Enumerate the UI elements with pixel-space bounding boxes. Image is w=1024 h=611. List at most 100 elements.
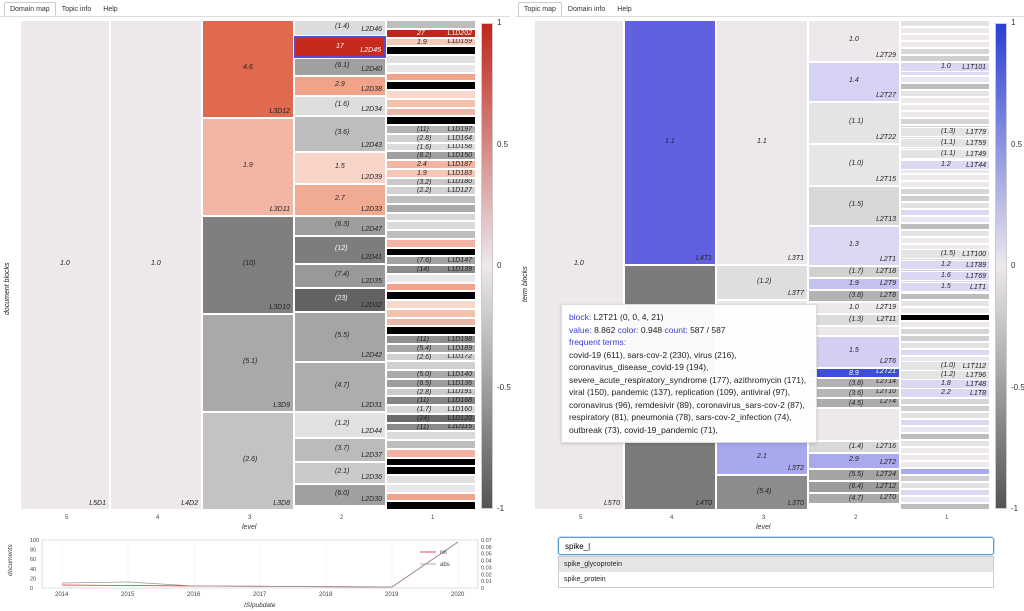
level1-block[interactable] xyxy=(386,440,476,449)
level1-term-block[interactable] xyxy=(900,503,990,510)
block-cell[interactable]: (3.8) L2T8 xyxy=(808,290,900,302)
block-cell[interactable]: (4.7) L2T0 xyxy=(808,493,900,504)
level1-term-block[interactable] xyxy=(900,83,990,90)
level1-block[interactable] xyxy=(386,81,476,90)
block-cell[interactable]: 1.0 L2T29 xyxy=(808,20,900,62)
block-cell[interactable]: 1.1 L3T1 xyxy=(716,20,808,265)
level1-labeled-block[interactable]: (14) L1D139 xyxy=(386,265,476,274)
block-cell[interactable]: 1.5 L2T6 xyxy=(808,336,900,368)
block-cell[interactable]: 17 L2D45 xyxy=(294,36,386,58)
level1-term-block[interactable] xyxy=(900,454,990,461)
block-cell[interactable]: (3.8) L2T14 xyxy=(808,378,900,388)
level1-term-block[interactable] xyxy=(900,328,990,335)
block-cell[interactable]: 1.9 L2T9 xyxy=(808,278,900,290)
level1-term-block[interactable] xyxy=(900,335,990,342)
level1-term-block[interactable] xyxy=(900,398,990,405)
block-cell[interactable]: 1.4 L2T27 xyxy=(808,62,900,102)
level1-block[interactable] xyxy=(386,317,476,327)
level1-term-block[interactable] xyxy=(900,489,990,496)
level1-term-block[interactable] xyxy=(900,216,990,223)
block-cell[interactable]: (5.5) L2T24 xyxy=(808,469,900,481)
level1-term-block[interactable] xyxy=(900,293,990,300)
level1-labeled-block[interactable]: (11) L1D168 xyxy=(386,396,476,405)
level1-labeled-block[interactable]: (11) L1D115 xyxy=(386,422,476,432)
level1-block[interactable] xyxy=(386,20,476,29)
level1-term-block[interactable] xyxy=(900,482,990,489)
block-cell[interactable]: (6.3) L2D47 xyxy=(294,216,386,236)
tab-help-right[interactable]: Help xyxy=(617,6,632,13)
level1-term-block[interactable] xyxy=(900,202,990,209)
block-cell[interactable]: (6.4) L2T12 xyxy=(808,481,900,493)
level1-block[interactable] xyxy=(386,308,476,318)
block-cell[interactable]: 1.5 L2D39 xyxy=(294,152,386,184)
level1-term-block[interactable] xyxy=(900,342,990,349)
level1-labeled-block[interactable]: (24) L1D120 xyxy=(386,413,476,423)
level1-block[interactable] xyxy=(386,273,476,283)
block-cell[interactable]: (5.1) L3D9 xyxy=(202,314,294,412)
block-cell[interactable]: (23) L2D32 xyxy=(294,288,386,312)
block-cell[interactable]: (1.5) L2T13 xyxy=(808,186,900,226)
level1-labeled-block[interactable]: (2.8) L1D164 xyxy=(386,133,476,143)
block-cell[interactable]: 2.9 L2T2 xyxy=(808,453,900,469)
block-cell[interactable]: (7.4) L2D35 xyxy=(294,264,386,288)
block-cell[interactable]: (3.6) L2D43 xyxy=(294,116,386,152)
level1-block[interactable] xyxy=(386,475,476,484)
block-cell[interactable]: 2.7 L2D33 xyxy=(294,184,386,216)
level1-term-block[interactable] xyxy=(900,419,990,426)
level1-labeled-term[interactable]: (1.1) L1T59 xyxy=(900,138,990,148)
level1-term-block[interactable] xyxy=(900,111,990,118)
block-cell[interactable]: 1.0 L5D1 xyxy=(20,20,110,510)
block-cell[interactable]: 1.9 L3D11 xyxy=(202,118,294,216)
level1-labeled-term[interactable]: 1.5 L1T1 xyxy=(900,282,990,292)
block-cell[interactable]: (1.6) L2D34 xyxy=(294,96,386,116)
block-cell[interactable]: (6.1) L2D40 xyxy=(294,58,386,76)
level1-block[interactable] xyxy=(386,107,476,117)
tab-domain-map[interactable]: Domain map xyxy=(4,2,56,16)
level1-labeled-block[interactable]: (5.0) L1D140 xyxy=(386,370,476,379)
level1-labeled-block[interactable]: (5.4) L1D189 xyxy=(386,343,476,353)
block-cell[interactable]: (2.6) L3D8 xyxy=(202,412,294,510)
level1-term-block[interactable] xyxy=(900,461,990,468)
block-cell[interactable]: (12) L2D41 xyxy=(294,236,386,264)
level1-term-block[interactable] xyxy=(900,97,990,104)
level1-labeled-block[interactable]: (3.2) L1D180 xyxy=(386,177,476,187)
level1-term-block[interactable] xyxy=(900,41,990,48)
level1-block[interactable] xyxy=(386,431,476,440)
block-cell[interactable]: 1.0 L2T19 xyxy=(808,302,900,314)
block-cell[interactable]: (3.7) L2D37 xyxy=(294,438,386,462)
level1-term-block[interactable] xyxy=(900,426,990,433)
level1-block[interactable] xyxy=(386,492,476,502)
level1-labeled-block[interactable]: (7.6) L1D147 xyxy=(386,256,476,265)
level1-labeled-block[interactable]: (1.6) L1D158 xyxy=(386,142,476,152)
block-cell[interactable]: 1.0 L4D2 xyxy=(110,20,202,510)
level1-labeled-block[interactable]: (1.7) L1D160 xyxy=(386,405,476,414)
level1-block[interactable] xyxy=(386,221,476,230)
level1-labeled-block[interactable]: (11) L1D197 xyxy=(386,125,476,134)
block-cell[interactable]: (1.4) L2T16 xyxy=(808,441,900,453)
block-cell[interactable]: (1.2) L3T7 xyxy=(716,265,808,300)
suggestion-item[interactable]: spike_glycoprotein xyxy=(559,557,993,572)
block-cell[interactable]: 2.1 L3T2 xyxy=(716,440,808,475)
level1-term-block[interactable] xyxy=(900,55,990,62)
level1-term-block[interactable] xyxy=(900,20,990,27)
term-search-input[interactable] xyxy=(558,537,994,555)
level1-term-block[interactable] xyxy=(900,188,990,195)
block-cell[interactable]: (2.1) L2D36 xyxy=(294,462,386,484)
level1-block[interactable] xyxy=(386,326,476,335)
tab-topic-info[interactable]: Topic info xyxy=(61,6,92,13)
level1-term-block[interactable] xyxy=(900,34,990,41)
level1-term-block[interactable] xyxy=(900,195,990,202)
level1-term-block[interactable] xyxy=(900,118,990,125)
level1-block[interactable] xyxy=(386,203,476,213)
level1-term-block[interactable] xyxy=(900,223,990,230)
level1-term-block[interactable] xyxy=(900,433,990,440)
level1-labeled-term[interactable]: 2.2 L1T8 xyxy=(900,388,990,398)
level1-block[interactable] xyxy=(386,72,476,82)
level1-labeled-term[interactable]: 1.6 L1T69 xyxy=(900,271,990,281)
level1-term-block[interactable] xyxy=(900,181,990,188)
level1-labeled-term[interactable]: 1.2 L1T44 xyxy=(900,160,990,170)
level1-block[interactable] xyxy=(386,90,476,99)
block-cell[interactable]: (5.4) L3T0 xyxy=(716,475,808,510)
block-cell[interactable]: (1.1) L2T22 xyxy=(808,102,900,144)
block-cell[interactable]: 4.6 L3D12 xyxy=(202,20,294,118)
